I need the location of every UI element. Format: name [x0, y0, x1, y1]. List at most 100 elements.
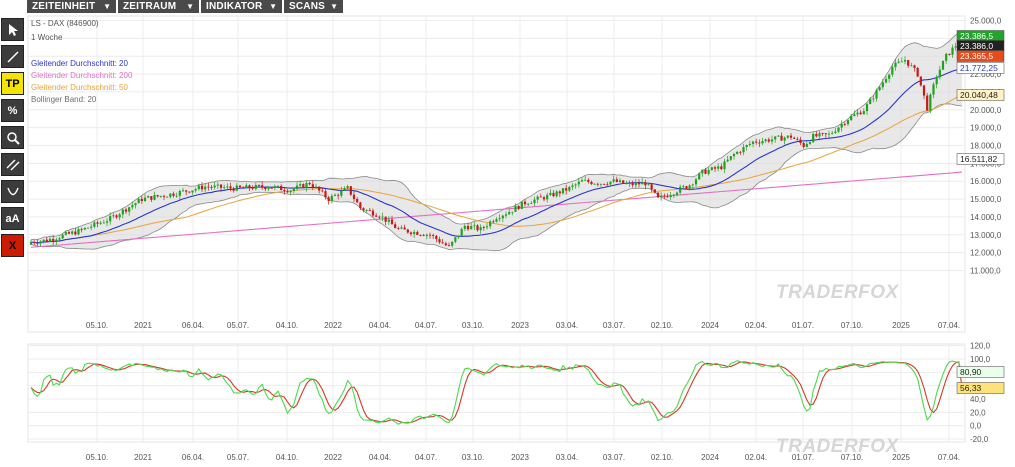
- menu-zeiteinheit[interactable]: ZEITEINHEIT ▼: [27, 0, 116, 13]
- tag-ma20-label: 21.772,25: [960, 63, 998, 73]
- candle-body: [90, 226, 93, 228]
- candle-body: [919, 76, 922, 86]
- osc-x-tick-label: 05.07.: [227, 453, 249, 462]
- x-tick-label: 04.10.: [276, 321, 298, 330]
- candle-body: [926, 95, 929, 111]
- candle-body: [599, 183, 603, 185]
- osc-x-tick-label: 07.04.: [938, 453, 960, 462]
- candle-body: [52, 238, 55, 241]
- candle-body: [121, 209, 124, 215]
- candle-body: [555, 191, 558, 197]
- candle-body: [397, 228, 400, 229]
- osc-y-tick-label: 40,0: [970, 395, 986, 404]
- candle-body: [679, 186, 682, 193]
- candle-body: [875, 90, 878, 99]
- candle-body: [83, 227, 86, 230]
- candle-body: [929, 94, 932, 111]
- candle-body: [162, 195, 166, 197]
- candle-body: [818, 133, 821, 137]
- candle-body: [761, 141, 764, 144]
- tp-label: TP: [5, 77, 20, 90]
- candle-body: [720, 166, 723, 170]
- osc-x-tick-label: 04.10.: [276, 453, 298, 462]
- candle-body: [628, 183, 631, 184]
- y-tick-label: 19.000,0: [970, 124, 1002, 133]
- drawing-toolbar: TP % aA X: [0, 14, 26, 467]
- candle-body: [318, 186, 321, 191]
- candle-body: [827, 133, 831, 135]
- candle-body: [454, 237, 457, 242]
- menu-indikator[interactable]: INDIKATOR ▼: [201, 0, 282, 13]
- delete-button[interactable]: X: [1, 234, 24, 257]
- candle-body: [767, 139, 770, 142]
- candle-body: [717, 166, 720, 169]
- zoom-icon[interactable]: [1, 126, 24, 149]
- candle-body: [283, 190, 286, 192]
- curve-tool-icon[interactable]: [1, 180, 24, 203]
- candle-body: [235, 185, 238, 191]
- candle-body: [343, 188, 346, 191]
- candle-body: [596, 183, 599, 185]
- candle-body: [409, 232, 413, 235]
- menu-zeitraum[interactable]: ZEITRAUM ▼: [118, 0, 199, 13]
- candle-body: [549, 192, 552, 195]
- parallel-lines-icon[interactable]: [1, 153, 24, 176]
- candle-body: [226, 186, 229, 188]
- tag-ma20: [956, 62, 1005, 74]
- candle-body: [134, 203, 137, 206]
- y-tick-label: 13.000,0: [970, 231, 1002, 240]
- cursor-arrow-icon[interactable]: [1, 18, 24, 41]
- candle-body: [435, 235, 438, 240]
- candle-body: [403, 227, 406, 230]
- candle-body: [197, 185, 200, 190]
- tag-bb-mid-label: 23.365,5: [960, 51, 993, 61]
- candle-body: [169, 193, 172, 197]
- candle-body: [783, 137, 786, 141]
- candle-body: [751, 141, 755, 144]
- candle-body: [378, 216, 381, 218]
- candle-body: [232, 188, 235, 191]
- candle-body: [428, 234, 432, 236]
- candle-body: [299, 184, 302, 186]
- candle-body: [910, 65, 913, 67]
- x-tick-label: 05.07.: [227, 321, 249, 330]
- osc-x-tick-label: 2025: [892, 453, 910, 462]
- candle-body: [571, 185, 574, 187]
- percent-tool-icon[interactable]: %: [1, 99, 24, 122]
- candle-body: [289, 191, 292, 193]
- candle-body: [862, 111, 865, 115]
- candle-body: [371, 210, 375, 216]
- candle-body: [552, 192, 555, 197]
- candle-body: [292, 188, 295, 192]
- candle-body: [99, 222, 102, 224]
- candle-body: [815, 134, 818, 137]
- candle-body: [660, 195, 663, 198]
- tp-button[interactable]: TP: [1, 72, 24, 95]
- candle-body: [143, 197, 147, 201]
- line-tool-icon[interactable]: [1, 45, 24, 68]
- candle-body: [346, 186, 349, 189]
- osc-x-tick-label: 01.07.: [792, 453, 814, 462]
- candle-body: [55, 239, 58, 241]
- x-tick-label: 05.10.: [86, 321, 108, 330]
- candle-body: [447, 245, 451, 247]
- text-size-button[interactable]: aA: [1, 207, 24, 230]
- candle-body: [115, 215, 118, 218]
- candle-body: [457, 235, 460, 238]
- candle-body: [796, 138, 799, 140]
- menu-scans[interactable]: SCANS ▼: [284, 0, 343, 13]
- x-tick-label: 06.04.: [182, 321, 204, 330]
- main-panel-frame: [27, 15, 966, 333]
- candle-body: [789, 135, 793, 138]
- candle-body: [688, 185, 691, 189]
- candle-body: [913, 65, 916, 68]
- candle-body: [745, 145, 748, 148]
- candle-body: [416, 231, 419, 235]
- candle-body: [812, 134, 815, 143]
- x-tick-label: 2023: [511, 321, 529, 330]
- candle-body: [504, 214, 508, 216]
- candle-body: [603, 183, 606, 185]
- candle-body: [242, 187, 245, 188]
- candle-body: [723, 161, 726, 170]
